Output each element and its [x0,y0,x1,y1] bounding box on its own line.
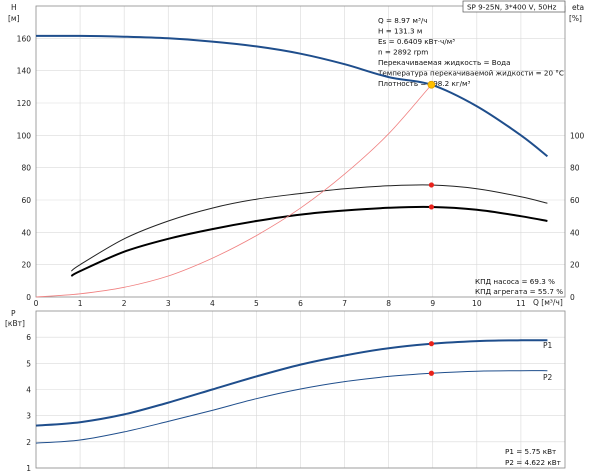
eta-tick-0: 0 [570,293,575,302]
curve-system [35,84,432,298]
h-tick-20: 20 [21,261,31,270]
duty-point-p2 [428,370,435,376]
p-tick-6: 6 [26,333,31,342]
x-tick-0: 0 [34,299,39,308]
info-liquid: Перекачиваемая жидкость = Вода [378,58,511,67]
legend-p1: P1 [543,341,553,350]
p-tick-5: 5 [26,359,31,368]
h-tick-80: 80 [21,164,31,173]
tick-labels: 0 1 2 3 4 5 6 7 8 9 10 1102040608010012014016002040… [17,34,585,473]
x-tick-6: 6 [298,299,303,308]
eta-tick-60: 60 [570,196,580,205]
h-tick-120: 120 [17,99,32,108]
x-tick-8: 8 [386,299,391,308]
h-tick-160: 160 [17,34,32,43]
eta-axis-unit: [%] [569,14,582,23]
unit-efficiency-text: КПД агрегата = 55.7 % [475,287,563,296]
eta-tick-80: 80 [570,164,580,173]
x-tick-1: 1 [78,299,83,308]
info-flow: Q = 8.97 м³/ч [378,16,428,25]
p-axis-unit: [кВт] [5,319,25,328]
x-tick-10: 10 [472,299,482,308]
model-box [462,0,566,13]
duty-points [427,80,436,376]
curves [35,34,549,444]
q-axis-label: Q [м³/ч] [533,298,563,307]
p-tick-2: 2 [26,438,31,447]
h-axis-unit: [м] [8,14,20,23]
h-tick-140: 140 [17,67,32,76]
p-tick-4: 4 [26,386,31,395]
p2-value-text: P2 = 4.622 кВт [505,458,561,467]
h-tick-40: 40 [21,228,31,237]
duty-point-h [427,80,436,89]
duty-point-eta-pump [428,182,435,188]
eta-tick-100: 100 [570,131,585,140]
h-tick-100: 100 [17,131,32,140]
curve-p1 [35,339,548,427]
info-energy: Es = 0.6409 кВт·ч/м³ [378,37,455,46]
legend-p2: P2 [543,373,553,382]
duty-info-block: Q = 8.97 м³/ч H = 131.3 м Es = 0.6409 кВ… [377,16,564,88]
p-tick-3: 3 [26,412,31,421]
curve-eta-pump [70,184,548,272]
x-tick-9: 9 [430,299,435,308]
p-tick-1: 1 [26,464,31,473]
curve-p2 [35,370,548,444]
x-tick-2: 2 [122,299,127,308]
p-axis-label: P [11,309,16,318]
h-axis-label: H [11,3,17,12]
eta-axis-label: eta [572,3,584,12]
model-label: SP 9-25N, 3*400 V, 50Hz [467,3,557,12]
x-tick-11: 11 [516,299,526,308]
duty-point-p1 [428,341,435,347]
x-tick-5: 5 [254,299,259,308]
duty-point-eta-unit [428,204,435,210]
info-temperature: Температура перекачиваемой жидкости = 20… [377,69,564,78]
x-tick-4: 4 [210,299,215,308]
bottom-plot-frame [35,310,566,469]
eta-tick-20: 20 [570,261,580,270]
h-tick-60: 60 [21,196,31,205]
info-head: H = 131.3 м [378,27,422,36]
x-tick-7: 7 [342,299,347,308]
curve-H [35,34,549,158]
h-tick-0: 0 [26,293,31,302]
x-tick-3: 3 [166,299,171,308]
curve-eta-unit [70,205,548,277]
pump-efficiency-text: КПД насоса = 69.3 % [475,277,555,286]
p1-value-text: P1 = 5.75 кВт [505,447,556,456]
top-plot-frame [35,5,566,298]
eta-tick-40: 40 [570,228,580,237]
info-speed: n = 2892 rpm [378,48,428,57]
